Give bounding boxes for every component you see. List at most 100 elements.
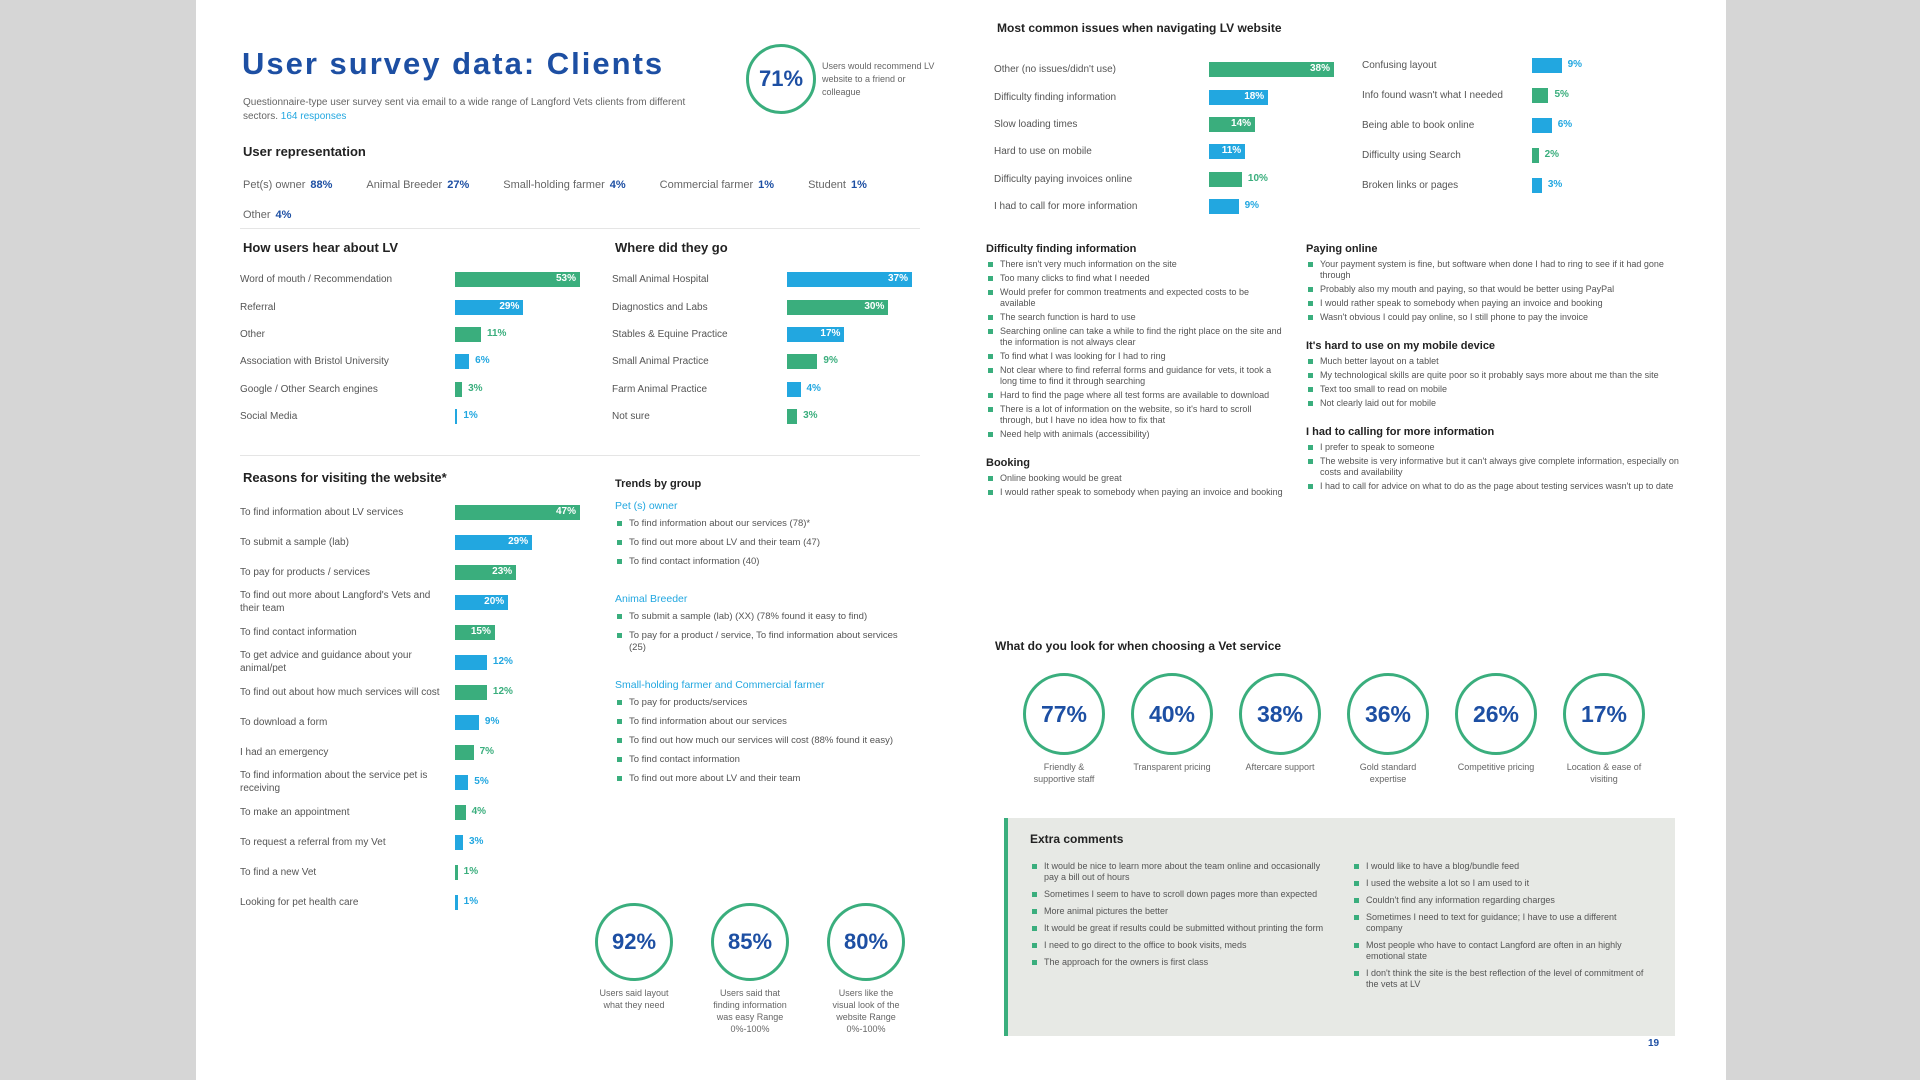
bar-value-label: 9% — [1567, 58, 1583, 70]
bar-label: Hard to use on mobile — [994, 146, 1092, 158]
bar-value-label: 18% — [1244, 90, 1265, 102]
page-number: 19 — [1648, 1038, 1660, 1049]
ring-row: 92% Users said layout what they need 85% Us… — [576, 903, 924, 1035]
bar-value-label: 3% — [468, 382, 483, 394]
bar-label: Small Animal Practice — [612, 356, 709, 368]
bar-area: 4% — [455, 804, 605, 820]
bar-area: 1% — [455, 409, 605, 425]
bar-label: To pay for products / services — [240, 566, 371, 578]
bar — [455, 534, 533, 550]
group-heading: Small-holding farmer and Commercial farm… — [615, 679, 825, 691]
bar-row: Difficulty using Search 2% — [1362, 140, 1682, 170]
bullet: Online booking would be great — [986, 473, 1286, 484]
representation-value: 1% — [758, 179, 775, 191]
representation-value: 4% — [275, 209, 292, 221]
bar-area: 10% — [1209, 171, 1359, 187]
bar-label: Social Media — [240, 411, 298, 423]
bar — [455, 594, 509, 610]
bullet: Text too small to read on mobile — [1306, 384, 1686, 395]
bar-area: 47% — [455, 504, 605, 520]
bar-area: 3% — [455, 381, 605, 397]
bar-value-label: 7% — [479, 745, 495, 757]
bar-value-label: 4% — [471, 805, 487, 817]
section-title: Most common issues when navigating LV we… — [997, 21, 1282, 35]
spacer — [615, 661, 915, 673]
bar-value-label: 10% — [1247, 172, 1268, 184]
bar — [455, 864, 458, 880]
bar-row: Looking for pet health care 1% — [240, 887, 605, 917]
bar — [455, 744, 474, 760]
bar — [787, 381, 801, 397]
bullet: I need to go direct to the office to boo… — [1030, 940, 1330, 951]
group-heading: Pet (s) owner — [615, 500, 678, 512]
bullet: Most people who have to contact Langford… — [1352, 940, 1652, 962]
ring: 85% — [711, 903, 789, 981]
bar-row: To request a referral from my Vet 3% — [240, 827, 605, 857]
ring-caption: Users said that finding information was … — [713, 988, 787, 1034]
subtitle-link[interactable]: 164 responses — [280, 111, 347, 122]
bar-value-label: 6% — [1557, 118, 1573, 130]
bar-area: 3% — [455, 834, 605, 850]
bullet: Couldn't find any information regarding … — [1352, 895, 1652, 906]
bar-row: Google / Other Search engines 3% — [240, 376, 605, 403]
bar-area: 9% — [1209, 199, 1359, 215]
bar-value-label: 1% — [463, 895, 479, 907]
ring-item: 17% Location & ease of visiting — [1550, 673, 1658, 785]
ring-caption: Friendly & supportive staff — [1033, 762, 1095, 784]
bar-value-label: 9% — [1244, 200, 1260, 212]
bullet: Need help with animals (accessibility) — [986, 429, 1286, 440]
bar — [455, 834, 463, 850]
bullet: To find information about our services — [615, 716, 915, 728]
bullet: To find out more about LV and their team — [615, 773, 915, 785]
bar — [1532, 177, 1542, 193]
bar-area: 3% — [787, 409, 937, 425]
bar — [455, 272, 580, 288]
bullet: To pay for a product / service, To find … — [615, 630, 915, 654]
bar-row: To find out about how much services will… — [240, 677, 605, 707]
bar-row: To find information about the service pe… — [240, 767, 605, 797]
ring-row: 77% Friendly & supportive staff 40% Transpa… — [1010, 673, 1658, 785]
ring: 26% — [1455, 673, 1537, 755]
bar-row: Difficulty finding information 18% — [994, 83, 1359, 110]
bar — [455, 381, 463, 397]
bar-area: 14% — [1209, 116, 1359, 132]
ring-item: 85% Users said that finding information w… — [692, 903, 808, 1035]
bullet: Not clearly laid out for mobile — [1306, 398, 1686, 409]
bullet: To find contact information (40) — [615, 556, 915, 568]
bar-area: 6% — [455, 354, 605, 370]
representation-value: 1% — [850, 179, 867, 191]
bar-label: Info found wasn't what I needed — [1362, 89, 1503, 101]
bar-label: Looking for pet health care — [240, 896, 359, 908]
subtitle-text: Questionnaire-type user survey sent via … — [243, 97, 686, 122]
representation-item: Small-holding farmer 4% — [503, 170, 625, 200]
bar-chart: To find information about LV services 47%… — [240, 497, 605, 917]
bar-row: To download a form 9% — [240, 707, 605, 737]
bar-value-label: 4% — [806, 382, 821, 394]
bar-label: Association with Bristol University — [240, 356, 389, 368]
bullet: The search function is hard to use — [986, 312, 1286, 323]
bar-label: To submit a sample (lab) — [240, 536, 349, 548]
bar-row: To get advice and guidance about your an… — [240, 647, 605, 677]
comment-heading: Difficulty finding information — [986, 243, 1137, 255]
spacer — [986, 501, 1286, 515]
ring-item: 80% Users like the visual look of the web… — [808, 903, 924, 1035]
bar — [455, 624, 495, 640]
bullet: To find information about our services (… — [615, 518, 915, 530]
representation-item: Student 1% — [808, 170, 867, 200]
bar-value-label: 12% — [492, 655, 513, 667]
bullet: I would rather speak to somebody when pa… — [1306, 298, 1686, 309]
bullet: The website is very informative but it c… — [1306, 456, 1686, 478]
bullet: It would be great if results could be su… — [1030, 923, 1330, 934]
bar-area: 17% — [787, 326, 937, 342]
bar-area: 18% — [1209, 89, 1359, 105]
representation-label: Animal Breeder — [366, 179, 443, 191]
bar-label: To get advice and guidance about your an… — [240, 650, 412, 674]
bar-area: 30% — [787, 299, 937, 315]
bar — [787, 326, 845, 342]
bullet: The approach for the owners is first cla… — [1030, 957, 1330, 968]
bar-area: 1% — [455, 864, 605, 880]
bullet: Much better layout on a tablet — [1306, 356, 1686, 367]
bar-row: To find contact information 15% — [240, 617, 605, 647]
